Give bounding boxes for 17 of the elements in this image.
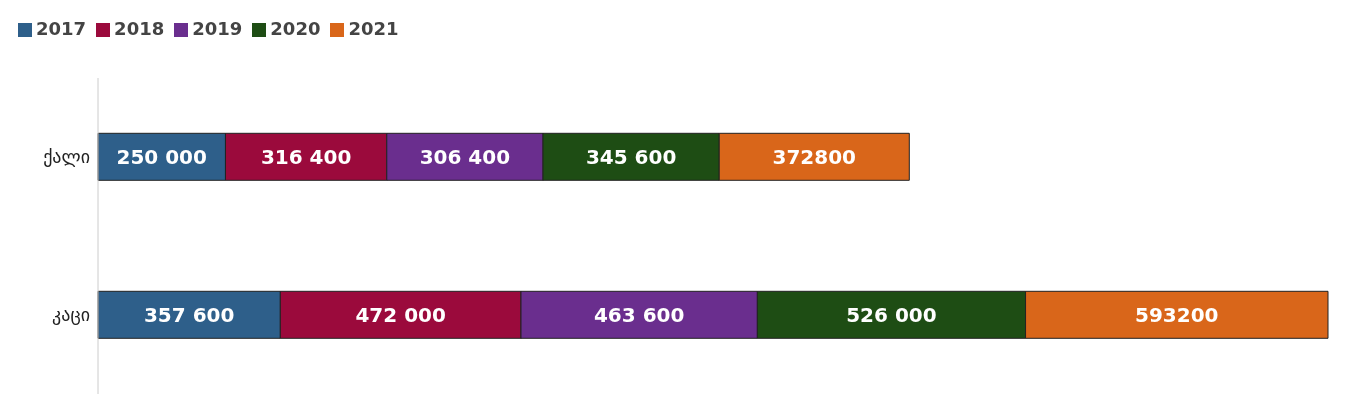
legend-label: 2020	[270, 18, 321, 39]
data-label: 463 600	[593, 302, 685, 327]
data-label: 526 000	[846, 302, 937, 327]
data-label: 593200	[1135, 302, 1219, 327]
data-label: 357 600	[143, 302, 235, 327]
legend-label: 2018	[114, 18, 165, 39]
data-label: 472 000	[355, 302, 446, 327]
y-tick-label: ქალი	[43, 146, 90, 168]
data-label: 345 600	[585, 144, 677, 169]
data-label: 372800	[772, 144, 857, 169]
data-label: 306 400	[419, 144, 511, 169]
data-label: 250 000	[116, 144, 207, 169]
legend-label: 2021	[348, 18, 399, 39]
legend-label: 2019	[192, 18, 243, 39]
y-tick-label: კაცი	[52, 304, 90, 326]
legend-label: 2017	[36, 18, 87, 39]
data-label: 316 400	[260, 144, 352, 169]
